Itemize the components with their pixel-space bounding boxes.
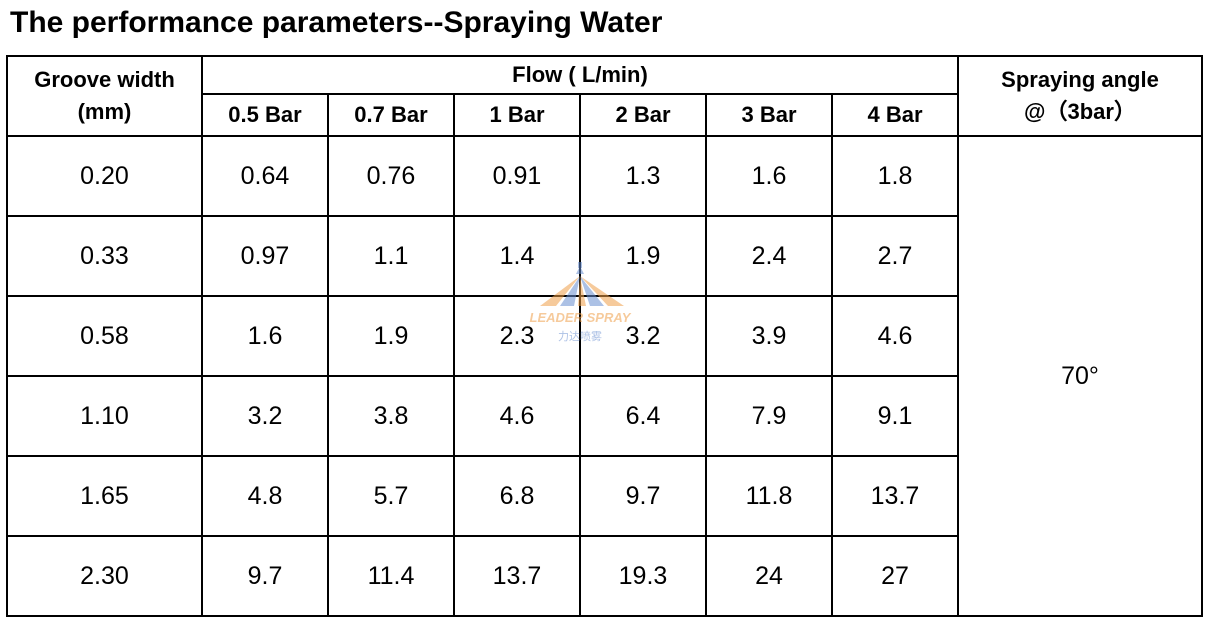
- flow-cell: 4.8: [201, 455, 329, 537]
- flow-cell: 1.8: [831, 135, 959, 217]
- flow-cell: 1.6: [201, 295, 329, 377]
- flow-cell: 1.9: [327, 295, 455, 377]
- groove-width-cell: 1.10: [6, 375, 203, 457]
- flow-cell: 1.9: [579, 215, 707, 297]
- flow-cell: 4.6: [831, 295, 959, 377]
- flow-cell: 13.7: [453, 535, 581, 617]
- flow-cell: 0.91: [453, 135, 581, 217]
- flow-cell: 9.1: [831, 375, 959, 457]
- flow-cell: 0.76: [327, 135, 455, 217]
- flow-cell: 1.1: [327, 215, 455, 297]
- flow-cell: 6.4: [579, 375, 707, 457]
- flow-cell: 1.4: [453, 215, 581, 297]
- pressure-header: 0.7 Bar: [327, 93, 455, 137]
- groove-width-header-line2: (mm): [77, 99, 132, 124]
- flow-cell: 13.7: [831, 455, 959, 537]
- flow-cell: 9.7: [201, 535, 329, 617]
- flow-cell: 3.2: [201, 375, 329, 457]
- pressure-header: 1 Bar: [453, 93, 581, 137]
- pressure-header: 4 Bar: [831, 93, 959, 137]
- flow-cell: 3.8: [327, 375, 455, 457]
- page-title: The performance parameters--Spraying Wat…: [10, 6, 663, 39]
- groove-width-cell: 2.30: [6, 535, 203, 617]
- table-row: 1.65 4.8 5.7 6.8 9.7 11.8 13.7: [6, 455, 1202, 537]
- flow-cell: 0.97: [201, 215, 329, 297]
- flow-cell: 2.4: [705, 215, 833, 297]
- flow-cell: 24: [705, 535, 833, 617]
- pressure-header: 3 Bar: [705, 93, 833, 137]
- table-row: 0.20 0.64 0.76 0.91 1.3 1.6 1.8 70°: [6, 135, 1203, 617]
- pressure-header: 0.5 Bar: [201, 93, 329, 137]
- spraying-angle-header-line1: Spraying angle: [1001, 67, 1159, 92]
- flow-cell: 3.2: [579, 295, 707, 377]
- groove-width-cell: 0.58: [6, 295, 203, 377]
- flow-cell: 27: [831, 535, 959, 617]
- flow-cell: 2.3: [453, 295, 581, 377]
- flow-cell: 1.3: [579, 135, 707, 217]
- groove-width-header-line1: Groove width: [34, 67, 175, 92]
- flow-cell: 9.7: [579, 455, 707, 537]
- spraying-angle-header: Spraying angle @（3bar）: [957, 55, 1203, 137]
- spraying-angle-cell: 70°: [957, 135, 1203, 617]
- flow-header: Flow ( L/min): [201, 55, 959, 95]
- groove-width-header: Groove width (mm): [6, 55, 203, 137]
- flow-cell: 7.9: [705, 375, 833, 457]
- spraying-angle-header-line2: @（3bar）: [1024, 99, 1136, 124]
- pressure-header: 2 Bar: [579, 93, 707, 137]
- groove-width-cell: 1.65: [6, 455, 203, 537]
- flow-cell: 6.8: [453, 455, 581, 537]
- flow-cell: 0.64: [201, 135, 329, 217]
- flow-cell: 4.6: [453, 375, 581, 457]
- table-row: 0.33 0.97 1.1 1.4 1.9 2.4 2.7: [6, 215, 1202, 297]
- flow-cell: 5.7: [327, 455, 455, 537]
- groove-width-cell: 0.33: [6, 215, 203, 297]
- performance-table: Groove width (mm) Flow ( L/min) Spraying…: [6, 55, 1203, 617]
- flow-cell: 11.4: [327, 535, 455, 617]
- groove-width-cell: 0.20: [6, 135, 203, 217]
- flow-cell: 3.9: [705, 295, 833, 377]
- table-row: 1.10 3.2 3.8 4.6 6.4 7.9 9.1: [6, 375, 1202, 457]
- table-row: 2.30 9.7 11.4 13.7 19.3 24 27: [6, 535, 1202, 617]
- flow-cell: 2.7: [831, 215, 959, 297]
- flow-cell: 19.3: [579, 535, 707, 617]
- flow-cell: 11.8: [705, 455, 833, 537]
- flow-cell: 1.6: [705, 135, 833, 217]
- table-row: 0.58 1.6 1.9 2.3 3.2 3.9 4.6: [6, 295, 1202, 377]
